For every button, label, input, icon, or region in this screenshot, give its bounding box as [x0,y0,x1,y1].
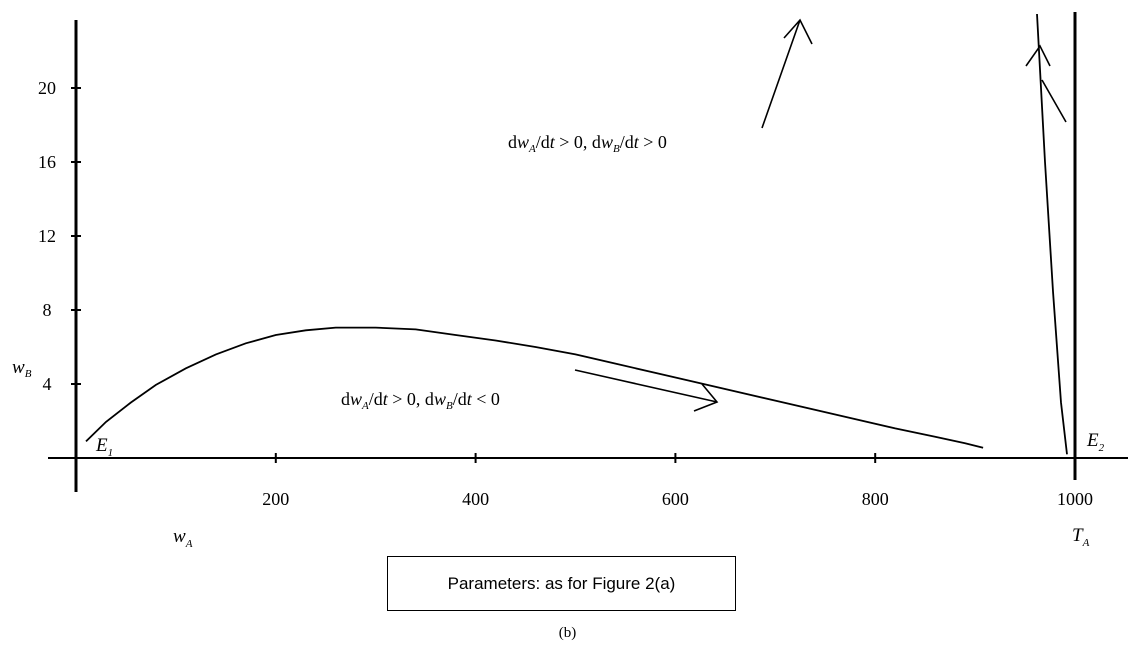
region-annotation-lower: dwA/dt > 0, dwB/dt < 0 [341,389,500,412]
axes [48,12,1128,492]
y-tick-label: 12 [38,226,56,246]
x-tick-label: 200 [262,489,289,509]
capacity-label: TA [1072,525,1090,549]
x-tick-label: 1000 [1057,489,1093,509]
direction-arrows [574,18,1067,412]
x-tick-label: 600 [662,489,689,509]
chart-labels: wB wA E1 E2 TA dwA/dt > 0, dwB/dt > 0 dw… [12,132,1105,550]
x-tick-label: 800 [862,489,889,509]
panel-caption: (b) [558,625,577,641]
equilibrium-e1-label: E1 [95,435,113,459]
parameters-text: Parameters: as for Figure 2(a) [447,573,676,593]
x-tick-label: 400 [462,489,489,509]
arrow-up-right [761,18,813,129]
arrow-near-capacity [1025,44,1067,123]
y-tick-label: 8 [43,300,52,320]
axis-ticks: 200 400 600 800 1000 4 8 12 16 20 [38,78,1093,509]
parameters-box: Parameters: as for Figure 2(a) [387,556,736,611]
y-tick-label: 16 [38,152,56,172]
y-axis-label: wB [12,357,32,380]
region-annotation-upper: dwA/dt > 0, dwB/dt > 0 [508,132,667,155]
y-tick-label: 20 [38,78,56,98]
arrow-down-right [574,369,719,412]
trajectory-line-2 [1036,13,1068,455]
trajectory-line-1 [85,326,984,449]
equilibrium-e2-label: E2 [1086,430,1105,454]
y-tick-label: 4 [43,374,52,394]
x-axis-label: wA [173,526,193,550]
trajectory-curves [85,13,1068,455]
